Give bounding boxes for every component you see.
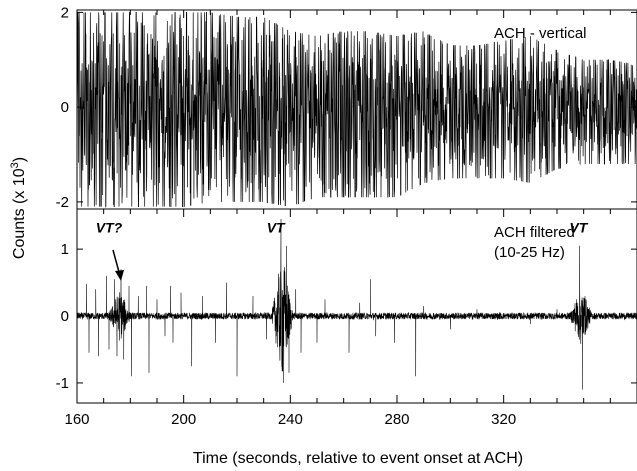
- panel-filtered: -1 0 1 160 200 240 280 320 ACH filtered (10-25…: [56, 10, 637, 428]
- trace-filtered: [77, 218, 637, 390]
- panel-frame-bottom: [76, 208, 637, 404]
- y-axis-title-suffix: ): [11, 157, 28, 162]
- x-axis: 160 200 240 280 320: [64, 10, 637, 428]
- vt-annotation: VT: [267, 219, 286, 235]
- panel-title-vertical: ACH - vertical: [494, 25, 587, 42]
- trace-vertical: [77, 12, 637, 208]
- panel-vertical: -2 0 2 ACH - vertical: [56, 4, 637, 211]
- x-tick-label: 320: [491, 411, 516, 428]
- panel-title-filtered-line1: ACH filtered: [494, 224, 575, 241]
- y-top-tick-label: 2: [61, 4, 69, 21]
- panel-title-filtered-line2: (10-25 Hz): [494, 244, 565, 261]
- x-tick-label: 200: [171, 411, 196, 428]
- y-bottom-tick-label: 1: [61, 241, 69, 258]
- vt-annotation: VT?: [96, 219, 123, 235]
- y-bottom-tick-label: 0: [61, 308, 69, 325]
- x-axis-title: Time (seconds, relative to event onset a…: [193, 450, 523, 467]
- y-top-tick-label: 0: [61, 99, 69, 116]
- x-tick-label: 280: [384, 411, 409, 428]
- y-bottom-tick-label: -1: [56, 375, 69, 392]
- x-tick-label: 160: [64, 411, 89, 428]
- x-tick-label: 240: [278, 411, 303, 428]
- arrow-icon: [112, 249, 124, 281]
- y-axis-bottom: -1 0 1: [56, 241, 637, 392]
- event-annotations: VT? VT VT: [96, 219, 589, 235]
- y-axis-title-exponent: 3: [9, 162, 21, 168]
- y-axis-top: -2 0 2: [56, 4, 637, 211]
- y-axis-title-prefix: Counts (x 10: [11, 168, 28, 259]
- vt-annotation: VT: [569, 219, 588, 235]
- y-axis-title: Counts (x 103): [9, 157, 28, 259]
- y-top-tick-label: -2: [56, 194, 69, 211]
